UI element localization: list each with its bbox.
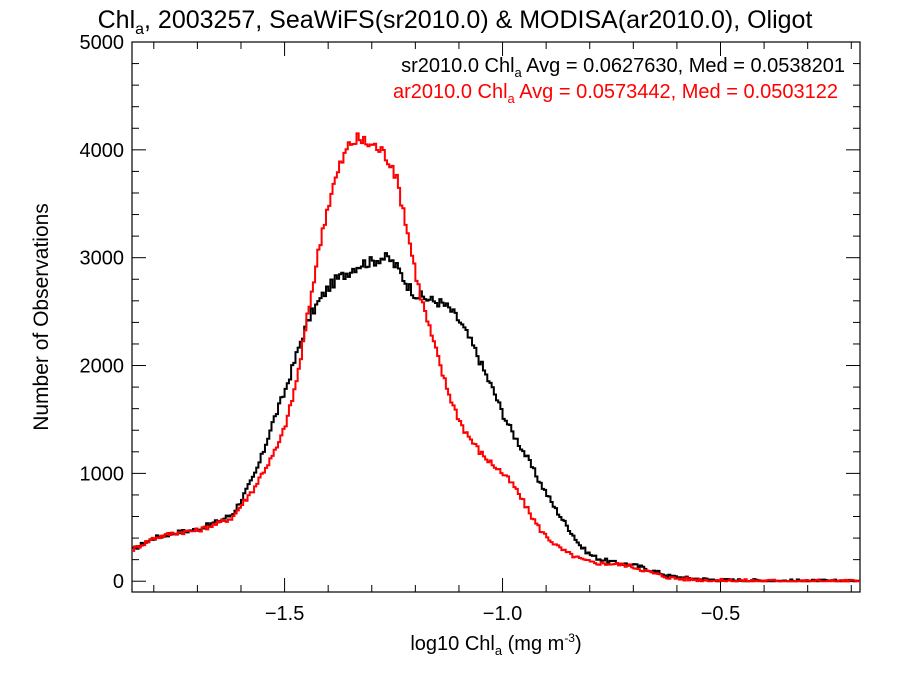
legend-entry-ar2010: ar2010.0 Chla Avg = 0.0573442, Med = 0.0… bbox=[393, 81, 838, 106]
y-tick-label: 0 bbox=[113, 571, 124, 593]
x-tick-label: −1.5 bbox=[265, 603, 304, 625]
y-tick-label: 3000 bbox=[80, 248, 125, 270]
series-line-1 bbox=[132, 132, 860, 583]
axis-ticks: 0 1000 2000 3000 4000 5000 −1.5 −1.0 −0.5 bbox=[80, 32, 860, 625]
y-tick-label: 2000 bbox=[80, 356, 125, 378]
y-tick-label: 5000 bbox=[80, 32, 125, 54]
x-tick-label: −1.0 bbox=[483, 603, 522, 625]
y-axis-label: Number of Observations bbox=[30, 203, 53, 431]
plot-area bbox=[131, 41, 861, 593]
series-line-0 bbox=[132, 252, 860, 583]
y-tick-label: 4000 bbox=[80, 140, 125, 162]
series-layer bbox=[132, 132, 860, 583]
legend-entry-sr2010: sr2010.0 Chla Avg = 0.0627630, Med = 0.0… bbox=[401, 55, 845, 80]
x-tick-label: −0.5 bbox=[701, 603, 740, 625]
x-axis-label: log10 Chla (mg m-3) bbox=[410, 631, 581, 658]
chart-title: Chla, 2003257, SeaWiFS(sr2010.0) & MODIS… bbox=[98, 6, 813, 38]
y-tick-label: 1000 bbox=[80, 463, 125, 485]
